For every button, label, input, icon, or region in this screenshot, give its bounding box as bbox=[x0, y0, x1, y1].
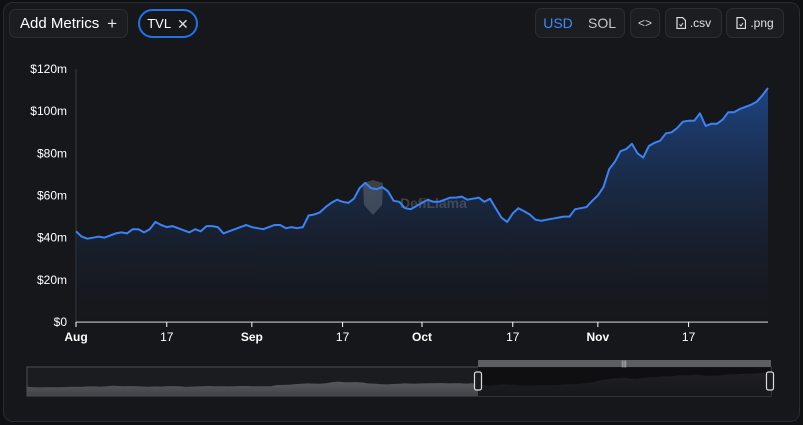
tvl-line bbox=[75, 87, 769, 240]
tvl-area-fill bbox=[76, 88, 768, 322]
metric-chip-tvl[interactable]: TVL ✕ bbox=[138, 9, 198, 38]
y-axis: $0 $20m $40m $60m $80m $100m $120m bbox=[30, 62, 77, 329]
brush-drag-bar[interactable] bbox=[478, 360, 771, 367]
embed-label: <> bbox=[637, 16, 652, 30]
embed-button[interactable]: <> bbox=[630, 8, 660, 38]
brush-handle-right[interactable] bbox=[765, 371, 775, 391]
currency-option-sol[interactable]: SOL bbox=[587, 15, 616, 31]
x-tick-label: 17 bbox=[506, 330, 520, 344]
brush-handle-left[interactable] bbox=[473, 371, 483, 391]
y-tick-label: $60m bbox=[37, 189, 67, 203]
x-tick-label: Sep bbox=[241, 330, 263, 344]
file-icon bbox=[676, 17, 686, 29]
currency-toggle: USD SOL bbox=[535, 8, 625, 38]
x-axis: Aug 17 Sep 17 Oct 17 Nov 17 bbox=[64, 321, 768, 344]
currency-option-usd[interactable]: USD bbox=[543, 15, 573, 31]
metric-chip-label: TVL bbox=[147, 16, 172, 31]
y-tick-label: $0 bbox=[54, 315, 68, 329]
close-icon[interactable]: ✕ bbox=[177, 15, 189, 32]
grip-icon: ||| bbox=[621, 361, 627, 368]
download-csv-button[interactable]: .csv bbox=[665, 8, 722, 38]
y-tick-label: $80m bbox=[37, 146, 67, 160]
add-metrics-label: Add Metrics bbox=[20, 15, 100, 32]
add-metrics-button[interactable]: Add Metrics + bbox=[9, 9, 128, 38]
x-tick-label: 17 bbox=[336, 330, 350, 344]
png-label: .png bbox=[750, 16, 774, 30]
x-tick-label: 17 bbox=[160, 330, 174, 344]
x-tick-label: 17 bbox=[682, 330, 696, 344]
y-tick-label: $100m bbox=[30, 104, 67, 118]
y-tick-label: $40m bbox=[37, 231, 67, 245]
x-tick-label: Aug bbox=[64, 330, 87, 344]
csv-label: .csv bbox=[689, 16, 712, 30]
x-tick-label: Nov bbox=[587, 330, 610, 344]
brush-selected-window[interactable] bbox=[478, 367, 771, 396]
watermark-text: DefiLlama bbox=[400, 195, 467, 211]
plus-icon: + bbox=[107, 14, 117, 33]
y-tick-label: $120m bbox=[30, 62, 67, 76]
y-tick-label: $20m bbox=[37, 273, 67, 287]
download-png-button[interactable]: .png bbox=[726, 8, 784, 38]
range-selector[interactable]: ||| bbox=[26, 360, 775, 397]
x-tick-label: Oct bbox=[412, 330, 432, 344]
file-icon bbox=[736, 17, 747, 29]
